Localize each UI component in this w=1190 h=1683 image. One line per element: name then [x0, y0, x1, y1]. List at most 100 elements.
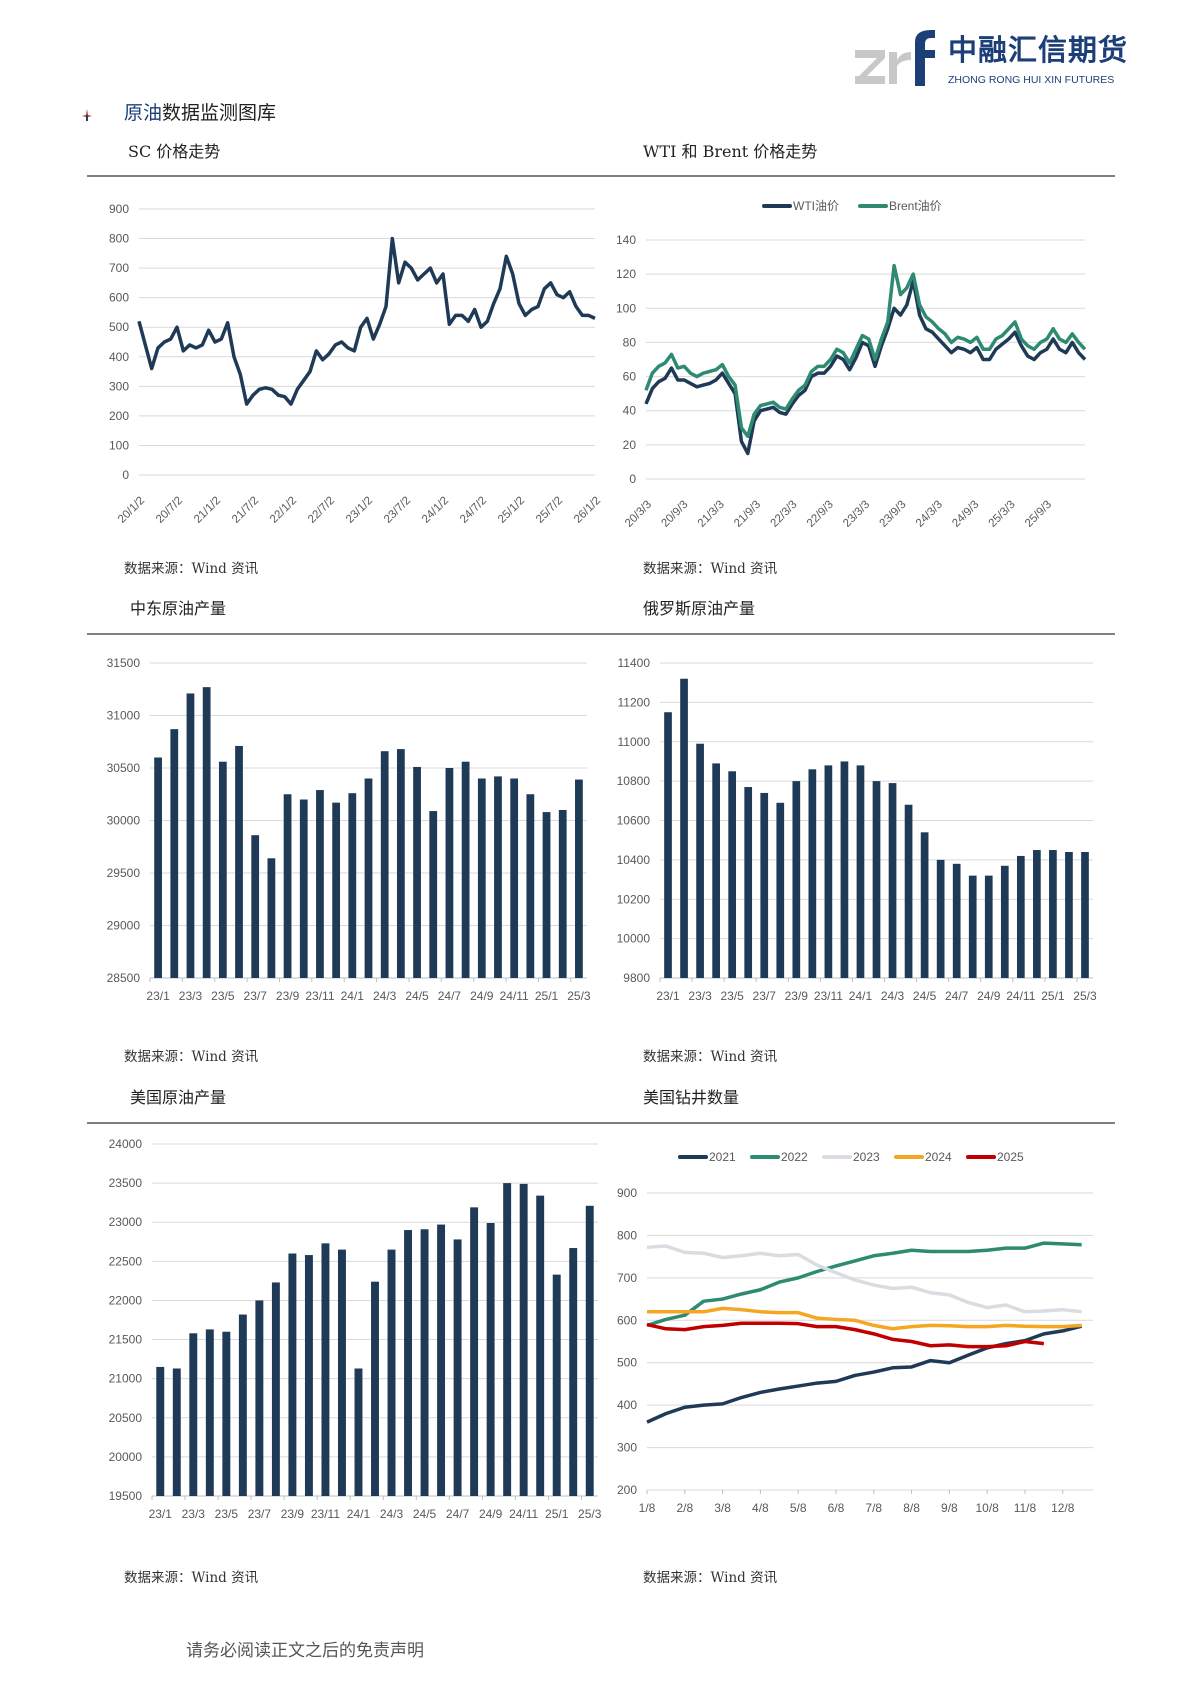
bar [288, 1253, 297, 1496]
legend-label: 2023 [853, 1150, 880, 1164]
y-tick-label: 23000 [109, 1215, 143, 1229]
bar [437, 1224, 446, 1496]
divider [87, 633, 1115, 635]
bar [1033, 850, 1041, 978]
series-line-2025 [646, 1321, 1045, 1349]
bar [792, 781, 801, 978]
y-tick-label: 60 [623, 370, 637, 384]
x-tick-label: 24/3/3 [914, 499, 945, 530]
x-tick-label: 24/5 [413, 1507, 437, 1521]
x-tick-label: 25/3 [1073, 989, 1097, 1003]
x-tick-label: 20/1/2 [116, 495, 147, 526]
source-note: 数据来源：Wind 资讯 [643, 1049, 778, 1065]
chart-me: 28500 29000 29500 30000 30500 31000 31500 23/1 2… [107, 656, 591, 1003]
y-tick-label: 20 [623, 438, 637, 452]
legend-item: 2022 [750, 1150, 808, 1164]
logo-english-name: ZHONG RONG HUI XIN FUTURES [948, 74, 1115, 86]
y-tick-label: 400 [109, 350, 129, 364]
bar [558, 810, 567, 978]
chart-title-wti-brent: WTI 和 Brent 价格走势 [643, 142, 818, 161]
bar [380, 751, 389, 978]
x-tick-label: 4/8 [752, 1501, 769, 1515]
x-tick-label: 24/9 [479, 1507, 503, 1521]
x-tick-label: 24/1 [341, 989, 365, 1003]
y-tick-label: 23500 [109, 1176, 143, 1190]
y-tick-label: 100 [109, 438, 129, 452]
bar [453, 1239, 462, 1496]
x-tick-label: 22/7/2 [306, 495, 337, 526]
bar [575, 779, 583, 978]
bar [808, 769, 817, 978]
legend-item: 2023 [822, 1150, 880, 1164]
source-note: 数据来源：Wind 资讯 [643, 1570, 778, 1586]
x-tick-label: 6/8 [828, 1501, 845, 1515]
x-tick-label: 7/8 [865, 1501, 882, 1515]
x-tick-label: 25/3/3 [987, 499, 1018, 530]
x-tick-label: 23/9 [785, 989, 809, 1003]
bar [316, 790, 324, 978]
x-tick-label: 23/5 [211, 989, 235, 1003]
bar [744, 787, 753, 978]
x-tick-label: 23/9 [276, 989, 300, 1003]
bar [1000, 865, 1009, 978]
x-tick-label: 23/9/3 [878, 499, 909, 530]
x-tick-label: 12/8 [1051, 1501, 1075, 1515]
bar [968, 875, 977, 978]
y-tick-label: 11400 [618, 656, 651, 670]
chart-sc: 0 100 200 300 400 500 600 700 800 900 20/1/2 20/7/2… [109, 202, 603, 526]
x-tick-label: 25/1/2 [496, 495, 527, 526]
legend-item: 2025 [966, 1150, 1024, 1164]
x-tick-label: 5/8 [790, 1501, 807, 1515]
y-tick-label: 19500 [109, 1489, 143, 1503]
y-tick-label: 20500 [109, 1411, 143, 1425]
y-tick-label: 300 [109, 379, 129, 393]
bar [552, 1274, 561, 1496]
legend-label: 2025 [997, 1150, 1024, 1164]
legend-item: 2024 [894, 1150, 952, 1164]
bar [920, 832, 929, 978]
x-tick-label: 22/9/3 [805, 499, 836, 530]
x-tick-label: 24/3 [881, 989, 905, 1003]
y-tick-label: 29500 [107, 866, 141, 880]
y-tick-label: 600 [109, 291, 129, 305]
x-tick-label: 24/5 [405, 989, 429, 1003]
x-tick-label: 23/1/2 [344, 495, 375, 526]
bar [840, 761, 849, 978]
y-tick-label: 29000 [107, 919, 141, 933]
x-tick-label: 2/8 [676, 1501, 693, 1515]
y-tick-label: 20000 [109, 1450, 143, 1464]
x-tick-label: 21/9/3 [732, 499, 763, 530]
bar [321, 1243, 330, 1496]
x-tick-label: 24/9 [470, 989, 494, 1003]
bar [542, 812, 551, 978]
y-tick-label: 10000 [617, 932, 651, 946]
bar [856, 765, 865, 978]
bar [461, 761, 470, 978]
x-tick-label: 1/8 [639, 1501, 656, 1515]
series-line-sc [137, 236, 596, 406]
y-tick-label: 120 [616, 267, 636, 281]
x-tick-label: 24/7 [945, 989, 969, 1003]
y-tick-label: 500 [109, 320, 129, 334]
bar [222, 1331, 231, 1496]
x-tick-label: 24/3 [380, 1507, 404, 1521]
y-tick-label: 9800 [623, 971, 650, 985]
y-tick-label: 700 [109, 261, 129, 275]
y-tick-label: 500 [617, 1356, 637, 1370]
x-tick-label: 3/8 [714, 1501, 731, 1515]
x-tick-label: 23/3/3 [841, 499, 872, 530]
bar [238, 1314, 247, 1496]
bar [186, 693, 195, 978]
company-logo: 中融汇信期货 ZHONG RONG HUI XIN FUTURES [855, 26, 1127, 90]
x-tick-label: 24/11 [1006, 989, 1035, 1003]
bar [337, 1249, 346, 1496]
y-tick-label: 10200 [617, 892, 651, 906]
x-tick-label: 24/7 [446, 1507, 470, 1521]
bar [728, 771, 737, 978]
bar [585, 1205, 594, 1496]
chart-title-russia: 俄罗斯原油产量 [643, 599, 756, 618]
x-tick-label: 23/11 [305, 989, 334, 1003]
y-tick-label: 40 [623, 404, 637, 418]
series-line-WTI油价 [644, 279, 1087, 456]
x-tick-label: 21/1/2 [192, 495, 223, 526]
